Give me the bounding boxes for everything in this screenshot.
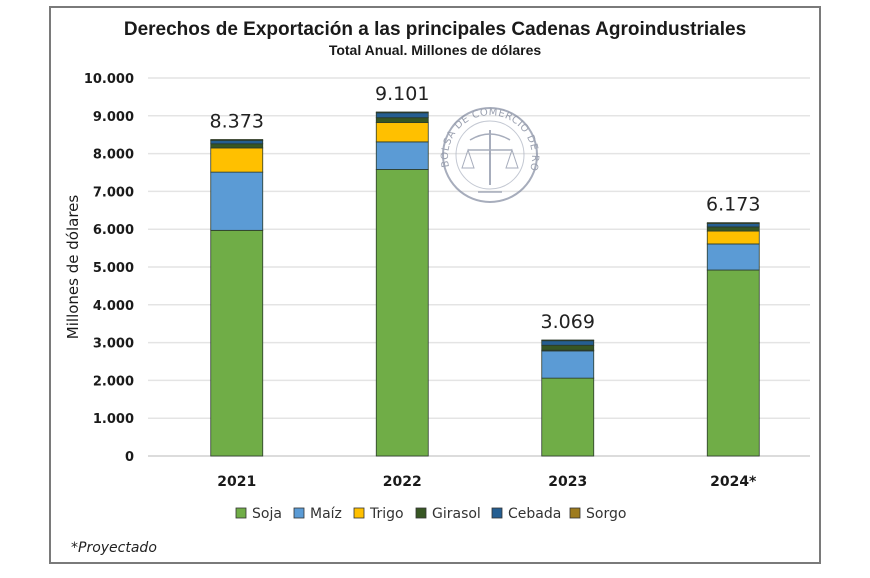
- legend-item-trigo: Trigo: [353, 506, 404, 522]
- legend-label: Soja: [252, 506, 282, 522]
- bar-segment-trigo-2024: [706, 230, 760, 245]
- y-tick-label: 10.000: [84, 72, 134, 87]
- bar-segment-soja-2023: [541, 377, 595, 457]
- bar-segment-maiz-2022: [375, 141, 429, 170]
- x-tick-label: 2024*: [710, 474, 757, 490]
- y-tick-label: 7.000: [93, 185, 134, 200]
- bar-segment-girasol-2023: [541, 344, 595, 351]
- y-tick-label: 2.000: [93, 374, 134, 389]
- legend-label: Maíz: [310, 506, 342, 522]
- legend-swatch: [353, 507, 365, 519]
- legend-swatch: [235, 507, 247, 519]
- bar-segment-trigo-2022: [375, 122, 429, 143]
- legend-label: Cebada: [508, 506, 561, 522]
- y-axis-label: Millones de dólares: [64, 195, 82, 340]
- total-label: 8.373: [210, 111, 264, 133]
- bar-segment-cebada-2022: [375, 112, 429, 119]
- bar-segment-sorgo-2024: [706, 222, 760, 224]
- bar-segment-girasol-2024: [706, 226, 760, 232]
- bar-segment-cebada-2021: [210, 139, 264, 145]
- bar-segment-cebada-2023: [541, 340, 595, 346]
- legend-swatch: [491, 507, 503, 519]
- bar-segment-girasol-2022: [375, 117, 429, 124]
- y-tick-label: 0: [125, 450, 134, 465]
- bar-segment-maiz-2021: [210, 171, 264, 231]
- bar-segment-sorgo-2023: [541, 339, 595, 342]
- legend-swatch: [569, 507, 581, 519]
- legend-label: Girasol: [432, 506, 481, 522]
- chart-subtitle: Total Anual. Millones de dólares: [329, 42, 542, 58]
- bar-segment-maiz-2024: [706, 243, 760, 271]
- bar-segment-girasol-2021: [210, 143, 264, 149]
- bar-segment-soja-2024: [706, 269, 760, 457]
- y-tick-label: 9.000: [93, 110, 134, 125]
- y-axis-ticks: 0 1.000 2.000 3.000 4.000 5.000 6.000 7.000 8.00…: [84, 72, 134, 465]
- total-label: 3.069: [541, 311, 595, 333]
- y-tick-label: 6.000: [93, 223, 134, 238]
- footnote: *Proyectado: [71, 540, 157, 556]
- legend-label: Trigo: [369, 506, 404, 522]
- y-tick-label: 1.000: [93, 412, 134, 427]
- legend-swatch: [415, 507, 427, 519]
- legend-item-sorgo: Sorgo: [569, 506, 626, 522]
- x-tick-label: 2021: [217, 474, 256, 490]
- chart-title: Derechos de Exportación a las principale…: [124, 19, 746, 40]
- legend-label: Sorgo: [586, 506, 626, 522]
- bars: [210, 111, 760, 457]
- bar-segment-sorgo-2022: [375, 111, 429, 114]
- bar-segment-trigo-2021: [210, 147, 264, 173]
- legend-item-girasol: Girasol: [415, 506, 481, 522]
- total-labels: 8.373 9.101 3.069 6.173: [210, 83, 761, 333]
- bar-segment-maiz-2023: [541, 350, 595, 379]
- total-label: 6.173: [706, 194, 760, 216]
- legend: Soja Maíz Trigo Girasol Cebada Sorgo: [235, 506, 626, 522]
- x-axis-ticks: 2021 2022 2023 2024*: [217, 474, 757, 490]
- x-tick-label: 2022: [383, 474, 422, 490]
- total-label: 9.101: [375, 83, 429, 105]
- legend-item-cebada: Cebada: [491, 506, 561, 522]
- bar-segment-sorgo-2021: [210, 139, 264, 141]
- chart-frame: [49, 6, 821, 564]
- legend-item-maiz: Maíz: [293, 506, 342, 522]
- legend-item-soja: Soja: [235, 506, 282, 522]
- y-tick-label: 3.000: [93, 337, 134, 352]
- y-tick-label: 8.000: [93, 148, 134, 163]
- x-tick-label: 2023: [548, 474, 587, 490]
- y-tick-label: 5.000: [93, 261, 134, 276]
- bar-segment-cebada-2024: [706, 223, 760, 228]
- bar-segment-soja-2021: [210, 229, 264, 457]
- bar-segment-soja-2022: [375, 169, 429, 457]
- y-tick-label: 4.000: [93, 299, 134, 314]
- legend-swatch: [293, 507, 305, 519]
